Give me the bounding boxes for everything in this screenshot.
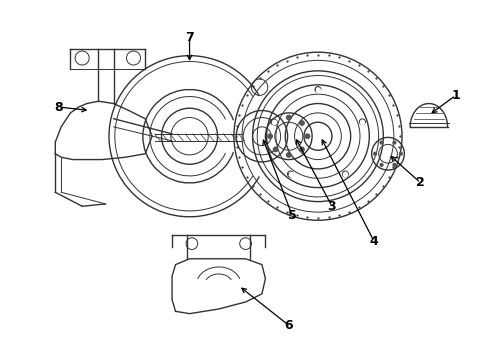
Circle shape: [267, 133, 273, 139]
Circle shape: [286, 114, 292, 121]
Text: 5: 5: [288, 209, 296, 222]
Circle shape: [299, 147, 305, 152]
Text: 2: 2: [416, 176, 425, 189]
Text: 7: 7: [185, 31, 194, 44]
Circle shape: [299, 120, 305, 126]
Text: 4: 4: [369, 235, 378, 248]
Circle shape: [399, 152, 403, 156]
Circle shape: [392, 163, 396, 167]
Circle shape: [286, 152, 292, 158]
Circle shape: [392, 140, 396, 145]
Circle shape: [272, 120, 278, 126]
Circle shape: [373, 152, 377, 156]
Circle shape: [304, 133, 310, 139]
Circle shape: [379, 163, 384, 167]
Circle shape: [379, 140, 384, 145]
Text: 8: 8: [54, 100, 63, 113]
Text: 1: 1: [451, 89, 460, 102]
Text: 3: 3: [328, 200, 336, 213]
Circle shape: [272, 147, 278, 152]
Text: 6: 6: [285, 319, 293, 332]
